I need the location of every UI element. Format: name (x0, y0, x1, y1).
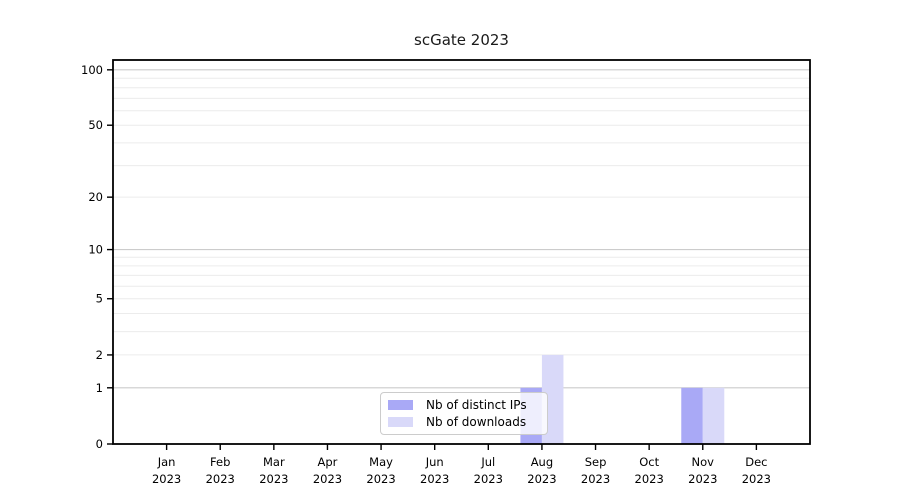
y-tick-label: 50 (88, 118, 103, 132)
x-tick-label-year: 2023 (259, 472, 288, 486)
x-tick-label-month: Nov (692, 455, 715, 469)
bar-nov-2023-distinct-ips (681, 387, 703, 444)
x-tick-label-year: 2023 (688, 472, 717, 486)
y-tick-label: 100 (81, 63, 103, 77)
chart-title: scGate 2023 (414, 31, 509, 49)
x-tick-label-year: 2023 (313, 472, 342, 486)
x-tick-label-year: 2023 (152, 472, 181, 486)
x-tick-label-year: 2023 (420, 472, 449, 486)
plot-frame (112, 59, 811, 445)
x-tick-label-year: 2023 (474, 472, 503, 486)
x-tick-label-month: Jul (480, 455, 495, 469)
x-tick-label-year: 2023 (366, 472, 395, 486)
x-tick-label-year: 2023 (635, 472, 664, 486)
x-tick-label-month: Dec (745, 455, 767, 469)
x-tick-label-month: May (369, 455, 393, 469)
chart-legend: Nb of distinct IPs Nb of downloads (380, 392, 548, 435)
legend-label-distinct-ips: Nb of distinct IPs (426, 398, 527, 413)
x-tick-label-month: Apr (318, 455, 338, 469)
x-tick-label-month: Aug (531, 455, 553, 469)
bars (520, 354, 725, 444)
gridlines (113, 69, 810, 389)
x-tick-label-month: Sep (585, 455, 607, 469)
legend-item-downloads: Nb of downloads (388, 414, 539, 430)
x-tick-label-year: 2023 (206, 472, 235, 486)
x-tick-label-month: Jun (425, 455, 444, 469)
y-tick-label: 0 (96, 437, 103, 451)
x-tick-label-year: 2023 (527, 472, 556, 486)
x-tick-label-year: 2023 (581, 472, 610, 486)
x-axis: Jan 2023 Feb 2023 Mar 2023 Apr 2023 May 2023 Jun 20… (152, 444, 771, 486)
bar-nov-2023-downloads (702, 387, 725, 444)
x-tick-label-year: 2023 (742, 472, 771, 486)
x-tick-label-month: Feb (210, 455, 230, 469)
y-tick-label: 10 (88, 243, 103, 257)
axes (112, 59, 811, 445)
y-tick-label: 5 (96, 292, 103, 306)
legend-swatch-distinct-ips (388, 400, 413, 411)
y-tick-label: 2 (96, 348, 103, 362)
y-axis: 0 1 2 5 10 20 50 100 (81, 63, 113, 451)
x-tick-label-month: Jan (157, 455, 176, 469)
y-tick-label: 20 (88, 190, 103, 204)
x-tick-label-month: Oct (639, 455, 659, 469)
y-tick-label: 1 (96, 381, 103, 395)
x-tick-label-month: Mar (263, 455, 285, 469)
legend-swatch-downloads (388, 416, 413, 427)
legend-label-downloads: Nb of downloads (426, 414, 527, 429)
legend-item-distinct-ips: Nb of distinct IPs (388, 397, 539, 413)
